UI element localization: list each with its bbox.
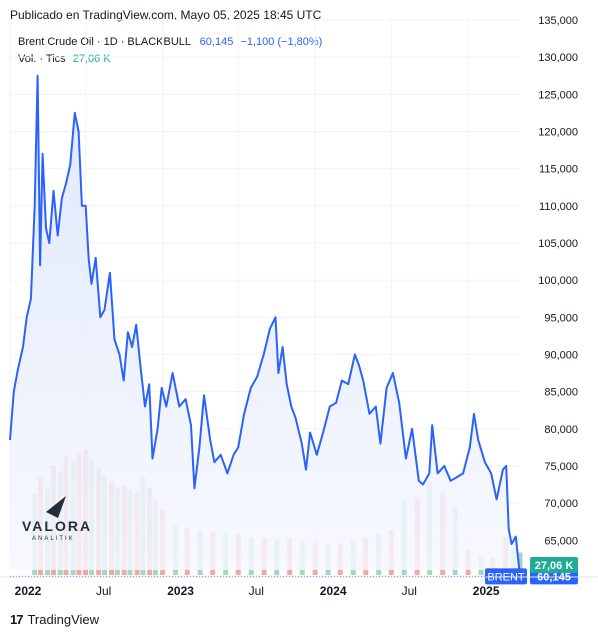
price-chart[interactable]: 65,000 70,000 75,000 80,000 85,000 90,000 95,0… (0, 0, 598, 605)
y-tick-label: 120,000 (538, 126, 578, 138)
watermark-sub: ANALITIK (32, 536, 75, 542)
x-tick-label: Jul (96, 584, 111, 598)
tradingview-logo-icon: 17 (10, 612, 24, 627)
footer-brand[interactable]: TradingView (27, 612, 100, 627)
y-tick-label: 110,000 (539, 201, 578, 213)
legend-volume-value: 27,06 K (72, 53, 111, 65)
footer: 17 TradingView (10, 612, 99, 627)
y-tick-label: 85,000 (544, 387, 578, 399)
y-tick-label: 95,000 (544, 312, 578, 324)
valora-watermark: VALORA ANALITIK (22, 496, 92, 542)
x-tick-label: 2022 (15, 584, 42, 598)
legend-symbol[interactable]: Brent Crude Oil · 1D · BLACKBULL (18, 36, 191, 48)
x-tick-label: Jul (249, 584, 264, 598)
legend-change: −1,100 (−1,80%) (240, 36, 323, 48)
x-tick-label: Jul (402, 584, 417, 598)
volume-tag-value: 27,06 K (535, 560, 574, 572)
y-tick-label: 130,000 (538, 52, 578, 64)
valora-logo-icon (46, 496, 66, 518)
price-area (10, 75, 520, 577)
legend-volume-label[interactable]: Vol. · Tics (18, 53, 66, 65)
legend-symbol-row: Brent Crude Oil · 1D · BLACKBULL 60,145 … (18, 34, 322, 51)
volume-bar (517, 552, 523, 575)
y-tick-label: 135,000 (538, 15, 578, 27)
y-tick-label: 100,000 (538, 275, 578, 287)
y-tick-label: 90,000 (544, 349, 578, 361)
y-tick-label: 80,000 (544, 424, 578, 436)
y-tick-label: 115,000 (539, 164, 578, 176)
price-tag-label-bg (485, 568, 527, 585)
y-tick-label: 125,000 (538, 89, 578, 101)
watermark-brand: VALORA (22, 518, 92, 534)
y-tick-label: 105,000 (538, 238, 578, 250)
chart-legend: Brent Crude Oil · 1D · BLACKBULL 60,145 … (18, 34, 322, 68)
y-tick-label: 75,000 (544, 461, 578, 473)
x-tick-label: 2023 (167, 584, 194, 598)
y-tick-label: 70,000 (544, 498, 578, 510)
y-tick-label: 65,000 (544, 535, 578, 547)
legend-last-price: 60,145 (199, 36, 234, 48)
legend-volume-row: Vol. · Tics 27,06 K (18, 51, 322, 68)
published-caption: Publicado en TradingView.com, Mayo 05, 2… (10, 8, 322, 22)
x-tick-label: 2025 (473, 584, 500, 598)
volume-tag-bg (530, 557, 578, 573)
x-tick-label: 2024 (320, 584, 347, 598)
